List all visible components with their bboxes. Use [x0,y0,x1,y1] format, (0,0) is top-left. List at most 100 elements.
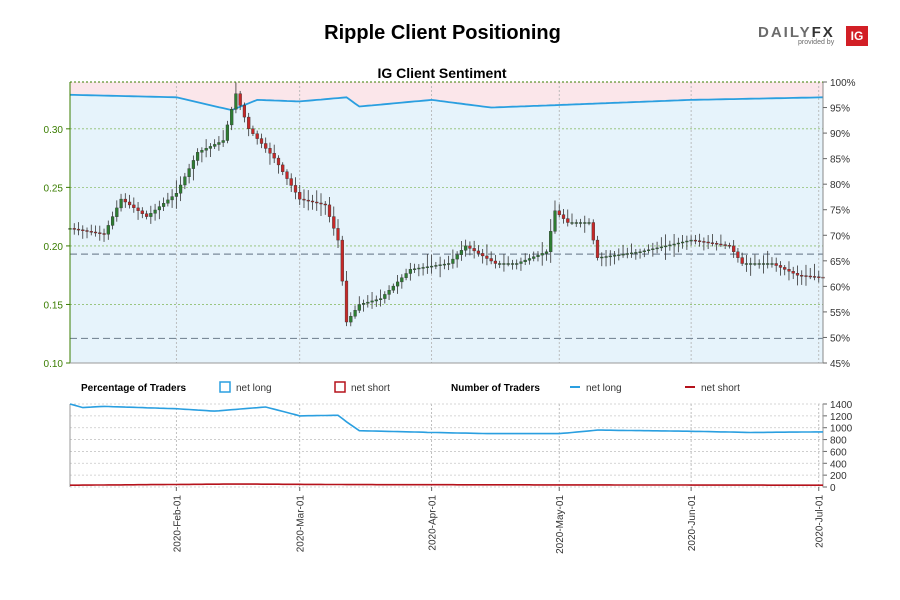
candle-body [217,142,221,145]
logo-wordmark-fx: FX [811,24,835,41]
candle-body [285,171,289,179]
candle-body [387,290,391,295]
candle-body [804,275,808,277]
pct-tick-label: 75% [830,206,850,217]
logo-subtitle: provided by [798,39,835,46]
candle-body [213,144,217,147]
candle-body [170,196,174,201]
candle-body [183,176,187,186]
candle-body [178,184,183,194]
page-title: Ripple Client Positioning [324,22,561,44]
candle-body [434,265,438,267]
candle-body [613,255,617,257]
candle-body [723,244,727,246]
candle-body [561,214,566,219]
candle-body [502,263,506,265]
candle-body [570,222,574,224]
candle-body [349,316,353,323]
candle-body [676,242,680,245]
candle-body [770,263,774,265]
candle-body [778,265,783,268]
logo-wordmark: DAILYFX [758,24,835,41]
candle-body [132,204,136,208]
pct-tick-label: 50% [830,333,850,344]
candle-body [536,254,540,258]
candle-body [681,241,685,244]
candle-body [527,258,532,261]
candle-body [81,229,85,232]
candle-body [621,253,625,256]
date-tick-label: 2020-Jun-01 [687,495,698,552]
candle-body [166,199,170,204]
candle-body [238,93,242,106]
candle-body [187,168,191,178]
candle-body [344,280,349,323]
candle-body [702,241,706,243]
candle-body [293,185,298,193]
candle-body [736,251,740,258]
price-tick-label: 0.15 [44,300,64,311]
candle-body [327,204,332,217]
candle-body [787,269,791,272]
candle-body [98,232,102,234]
candle-body [336,228,340,241]
legend-long-swatch [219,381,231,393]
candle-body [774,263,778,266]
candle-body [617,254,621,256]
count-tick-label: 1200 [830,412,853,423]
candle-body [195,152,200,161]
pct-tick-label: 65% [830,257,850,268]
net-long-area [70,94,823,364]
candle-body [719,243,723,246]
candle-body [391,285,395,291]
candle-body [485,255,489,259]
candle-body [595,239,600,258]
candle-body [757,263,761,265]
candle-body [515,263,519,265]
candle-body [319,202,323,205]
count-tick-label: 1400 [830,400,853,411]
candle-body [85,230,89,232]
candle-body [302,198,306,201]
candle-body [306,199,310,202]
candle-body [242,105,246,118]
candle-body [153,209,157,214]
candle-body [110,216,115,226]
candle-body [600,256,604,259]
candle-body [689,239,693,242]
candle-body [647,249,651,252]
candle-body [323,203,327,206]
candle-body [72,228,76,230]
candle-body [698,240,702,242]
legend-num-long-label: net long [586,383,622,394]
candle-body [157,206,161,211]
candle-body [366,301,370,304]
candle-body [549,231,553,253]
pct-tick-label: 80% [830,180,850,191]
legend-pct-title: Percentage of Traders [81,383,186,394]
candle-body [574,222,578,224]
candle-body [106,225,110,235]
candle-body [259,138,264,144]
candle-body [744,263,748,265]
candle-body [706,241,710,244]
net-short-count-line [70,483,823,486]
date-tick-label: 2020-Apr-01 [428,495,439,551]
candle-body [455,254,459,260]
candle-body [685,240,689,243]
candle-body [281,164,285,172]
candle-body [668,244,672,247]
chart-title: IG Client Sentiment [377,65,506,81]
price-tick-label: 0.25 [44,183,64,194]
candle-body [489,258,493,262]
candle-body [519,261,523,264]
candle-body [808,275,812,278]
candle-body [396,281,400,287]
candle-body [362,303,366,305]
candle-body [413,268,417,270]
date-tick-label: 2020-Mar-01 [296,495,307,553]
candle-body [715,243,719,245]
candle-body [276,157,281,166]
candle-body [459,250,463,255]
